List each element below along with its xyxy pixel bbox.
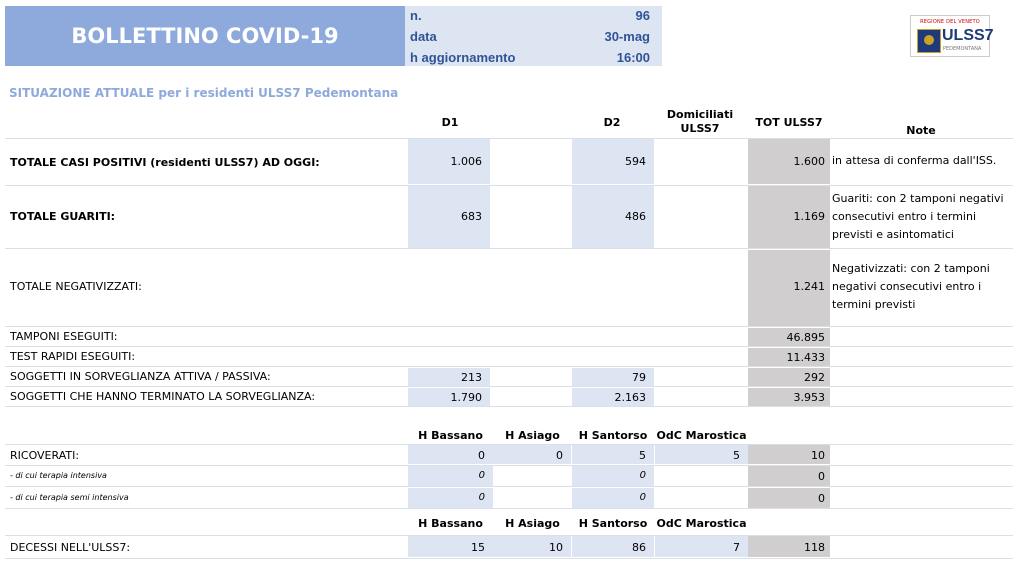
note-line: consecutivi entro i termini [832, 210, 977, 223]
cell-h-santorso: 5 [572, 445, 654, 464]
row-label: TOTALE GUARITI: [10, 210, 116, 223]
cell-d2: 486 [572, 186, 654, 248]
col-header-odc-marostica: OdC Marostica [656, 429, 747, 442]
row-negativizzati: TOTALE NEGATIVIZZATI: [5, 249, 1013, 327]
row-casi-positivi: TOTALE CASI POSITIVI (residenti ULSS7) A… [5, 138, 1013, 186]
cell-odc-marostica: 5 [655, 445, 748, 464]
cell-d2: 594 [572, 139, 654, 184]
col-header-note: Note [906, 124, 936, 137]
row-label: SOGGETTI IN SORVEGLIANZA ATTIVA / PASSIV… [10, 370, 271, 383]
cell-d2: 79 [572, 368, 654, 386]
col-header-domiciliati-line2: ULSS7 [680, 122, 720, 135]
cell-tot: 292 [748, 368, 830, 386]
row-label: SOGGETTI CHE HANNO TERMINATO LA SORVEGLI… [10, 390, 316, 403]
cell-h-asiago: 10 [493, 536, 571, 557]
cell-tot: 1.241 [748, 250, 830, 326]
date-label: data [410, 29, 437, 44]
logo-subtitle: PEDEMONTANA [943, 46, 982, 52]
row-sorveglianza: SOGGETTI IN SORVEGLIANZA ATTIVA / PASSIV… [5, 367, 1013, 387]
row-label: - di cui terapia intensiva [10, 471, 107, 480]
row-decessi: DECESSI NELL'ULSS7: [5, 535, 1013, 559]
row-label: - di cui terapia semi intensiva [10, 493, 129, 502]
note-line: Guariti: con 2 tamponi negativi [832, 192, 1004, 205]
cell-tot: 3.953 [748, 388, 830, 406]
col-header-domiciliati-line1: Domiciliati [666, 108, 734, 121]
note-line: termini previsti [832, 298, 916, 311]
col-header-h-asiago: H Asiago [505, 517, 560, 530]
cell-h-santorso: 86 [572, 536, 654, 557]
section-title: SITUAZIONE ATTUALE per i residenti ULSS7… [9, 86, 399, 100]
col-header-h-santorso: H Santorso [578, 517, 648, 530]
cell-h-santorso: 0 [572, 488, 654, 508]
row-label: DECESSI NELL'ULSS7: [10, 541, 131, 554]
cell-h-bassano: 0 [408, 445, 493, 464]
ulss7-logo: REGIONE DEL VENETO ULSS7 PEDEMONTANA [910, 15, 994, 57]
note-guariti: Guariti: con 2 tamponi negativi consecut… [832, 190, 1010, 244]
cell-h-bassano: 15 [408, 536, 493, 557]
note-line: negativi consecutivi entro i [832, 280, 982, 293]
cell-h-bassano: 0 [408, 488, 493, 508]
col-header-domiciliati: Domiciliati ULSS7 [655, 108, 745, 136]
row-label: TAMPONI ESEGUITI: [10, 330, 118, 343]
row-label: TEST RAPIDI ESEGUITI: [10, 350, 136, 363]
row-terminato-sorveglianza: SOGGETTI CHE HANNO TERMINATO LA SORVEGLI… [5, 387, 1013, 407]
col-header-tot: TOT ULSS7 [755, 116, 823, 129]
row-tamponi: TAMPONI ESEGUITI: [5, 327, 1013, 347]
cell-d1: 1.006 [408, 139, 490, 184]
col-header-d1: D1 [441, 116, 459, 129]
bulletin-meta: n. 96 data 30-mag h aggiornamento 16:00 [405, 6, 662, 66]
cell-d1: 213 [408, 368, 490, 386]
logo-name: ULSS7 [942, 27, 994, 44]
col-header-odc-marostica: OdC Marostica [656, 517, 747, 530]
cell-h-santorso: 0 [572, 466, 654, 486]
number-label: n. [410, 8, 422, 23]
note-line: previsti e asintomatici [832, 228, 954, 241]
number-value: 96 [635, 8, 650, 23]
note-negativizzati: Negativizzati: con 2 tamponi negativi co… [832, 260, 1010, 314]
cell-d1: 683 [408, 186, 490, 248]
row-terapia-intensiva: - di cui terapia intensiva [5, 465, 1013, 487]
row-label: TOTALE NEGATIVIZZATI: [10, 280, 142, 293]
bulletin-title: BOLLETTINO COVID-19 [5, 6, 405, 66]
cell-tot: 11.433 [748, 348, 830, 366]
col-header-h-bassano: H Bassano [418, 517, 483, 530]
col-header-d2: D2 [603, 116, 621, 129]
cell-tot: 1.600 [748, 139, 830, 184]
hour-label: h aggiornamento [410, 50, 516, 65]
row-terapia-semi-intensiva: - di cui terapia semi intensiva [5, 487, 1013, 509]
cell-tot: 0 [748, 466, 830, 486]
cell-tot: 118 [748, 536, 830, 557]
note-line: Negativizzati: con 2 tamponi [832, 262, 990, 275]
cell-tot: 0 [748, 488, 830, 508]
row-label: RICOVERATI: [10, 449, 80, 462]
row-test-rapidi: TEST RAPIDI ESEGUITI: [5, 347, 1013, 367]
logo-region-text: REGIONE DEL VENETO [920, 19, 980, 25]
cell-h-bassano: 0 [408, 466, 493, 486]
cell-d2: 2.163 [572, 388, 654, 406]
note-casi: in attesa di conferma dall'ISS. [832, 154, 997, 167]
row-label: TOTALE CASI POSITIVI (residenti ULSS7) A… [10, 156, 320, 169]
row-ricoverati: RICOVERATI: [5, 444, 1013, 466]
cell-tot: 1.169 [748, 186, 830, 248]
cell-h-asiago: 0 [493, 445, 571, 464]
hour-value: 16:00 [616, 50, 650, 65]
shield-icon [917, 29, 941, 53]
cell-tot: 10 [748, 445, 830, 464]
cell-d1: 1.790 [408, 388, 490, 406]
col-header-h-bassano: H Bassano [418, 429, 483, 442]
cell-odc-marostica: 7 [655, 536, 748, 557]
col-header-h-santorso: H Santorso [578, 429, 648, 442]
col-header-h-asiago: H Asiago [505, 429, 560, 442]
row-guariti: TOTALE GUARITI: [5, 185, 1013, 249]
cell-tot: 46.895 [748, 328, 830, 346]
date-value: 30-mag [604, 29, 650, 44]
